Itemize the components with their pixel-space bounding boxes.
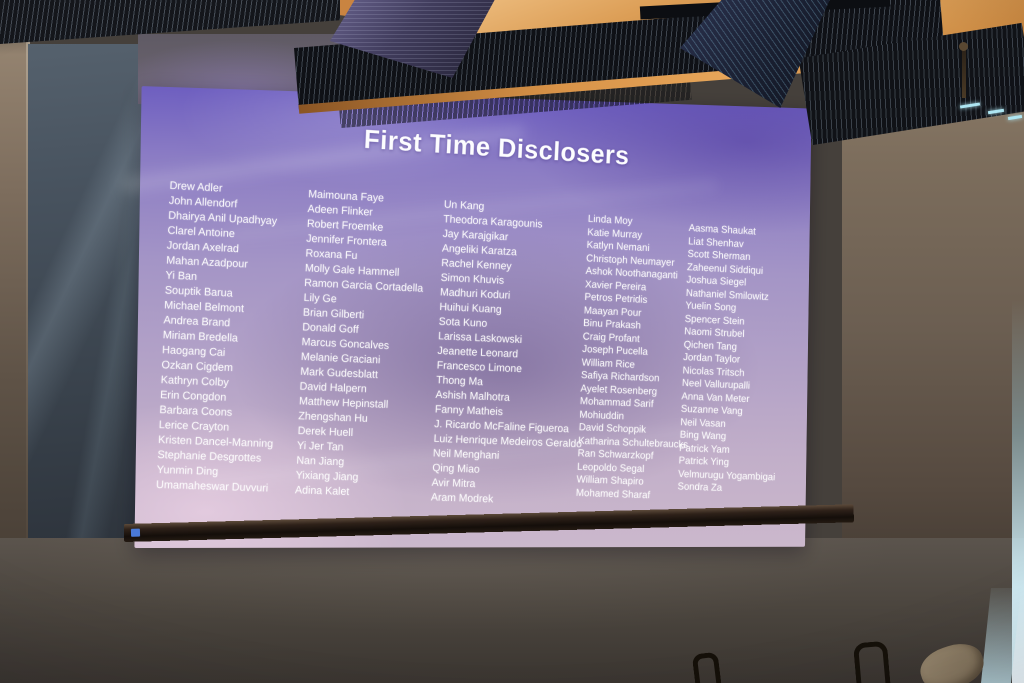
person-name: Adina Kalet: [294, 484, 350, 498]
person-name: Mohamed Sharaf: [575, 486, 651, 501]
slide-title: First Time Disclosers: [363, 124, 630, 171]
screen-bar-blue-indicator: [130, 528, 141, 537]
confidence-monitor-right: [680, 0, 832, 108]
window-light-strip: [1012, 300, 1024, 683]
names-column-1: Drew Adler John Allendorf Dhairya Anil Upa…: [156, 179, 285, 497]
person-name: Umamaheswar Duvvuri: [155, 478, 269, 495]
ceiling-light-panel: [322, 0, 452, 28]
confidence-monitor-left: [330, 0, 500, 78]
names-column-2: Maimouna Faye Adeen Flinker Robert Froemke…: [295, 187, 428, 502]
projection-screen: First Time Disclosers Drew Adler John All…: [121, 86, 812, 549]
names-column-3: Un Kang Theodora Karagounis Jay Karajgikar…: [431, 198, 593, 510]
ceiling-light-panel: [420, 0, 760, 80]
monitor-mount: [639, 0, 891, 20]
chair-back-outline: [852, 640, 892, 683]
names-column-5: Aasma Shaukat Liat Shenhav Scott Sherman Za…: [677, 222, 786, 497]
back-wall: [0, 538, 1024, 683]
